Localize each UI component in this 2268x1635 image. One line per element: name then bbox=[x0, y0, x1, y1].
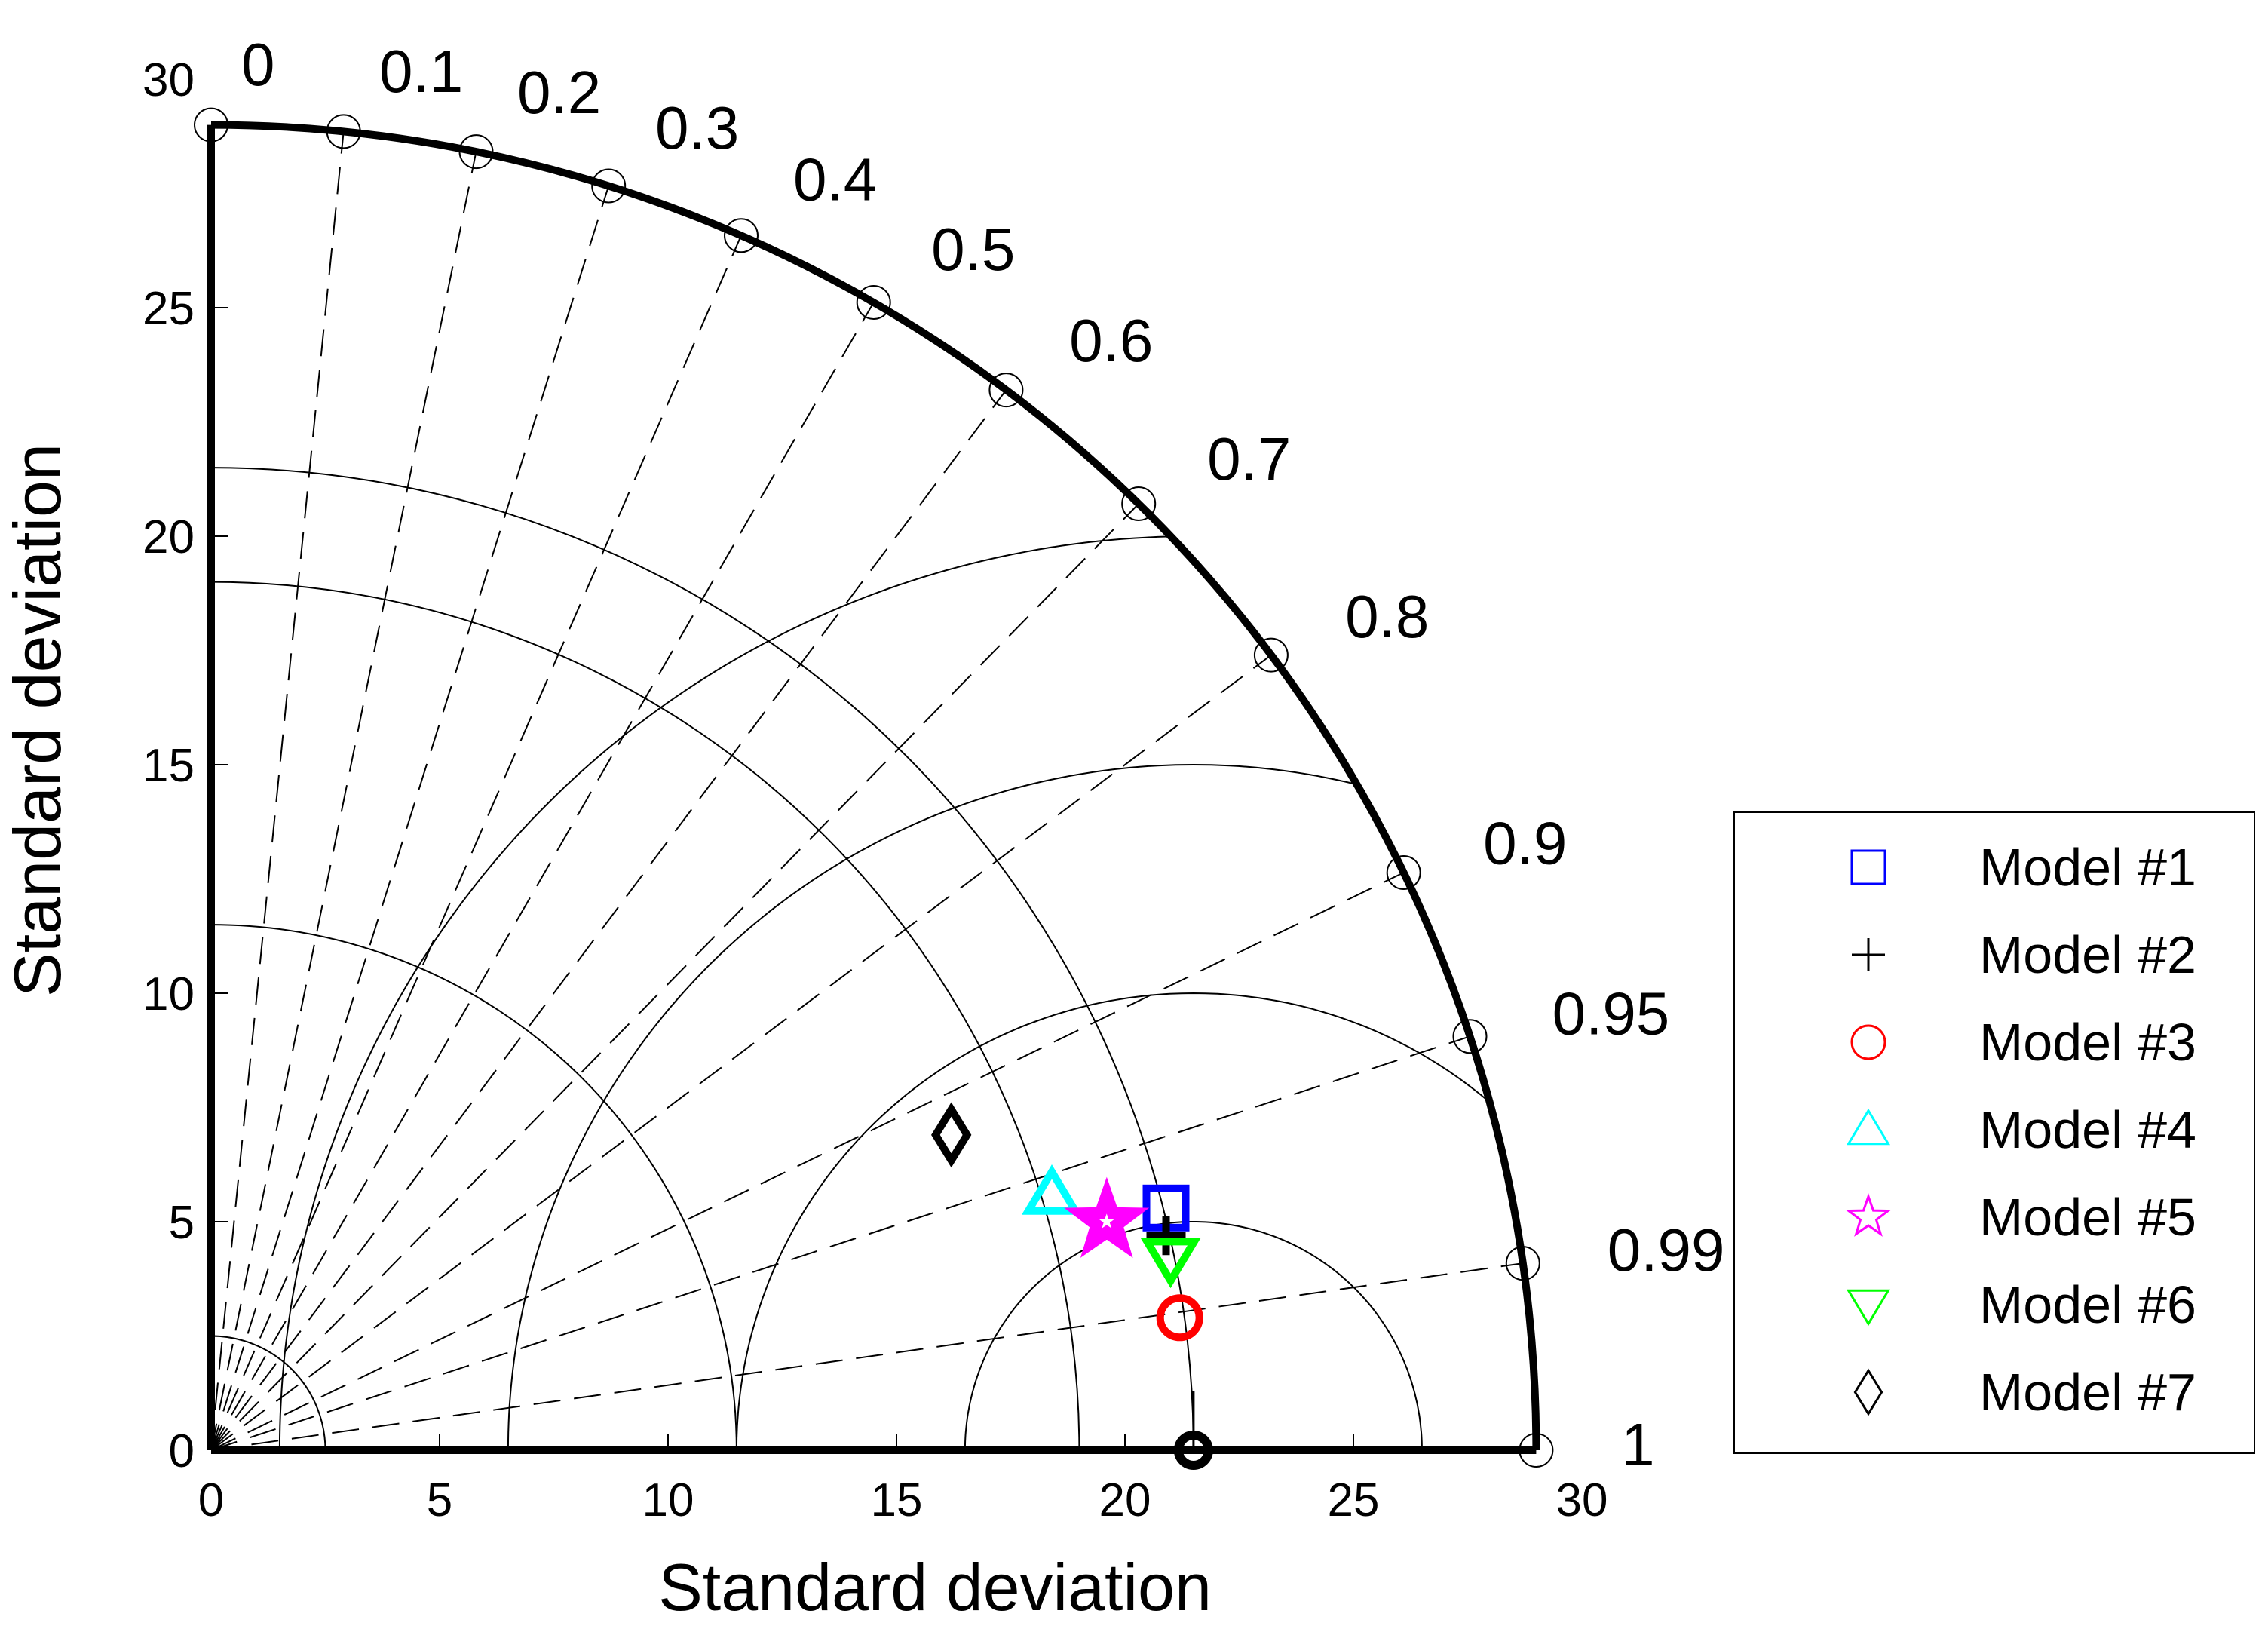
std-arc bbox=[210, 581, 1080, 1451]
correlation-ray bbox=[210, 1262, 1523, 1451]
correlation-ray bbox=[210, 131, 345, 1451]
correlation-tick-circle bbox=[1253, 637, 1289, 673]
legend-swatch bbox=[1850, 1024, 1886, 1060]
y-tick-label: 15 bbox=[143, 740, 195, 792]
marker-model-2 bbox=[1146, 1216, 1186, 1256]
correlation-label: 0.7 bbox=[1207, 425, 1291, 492]
legend-swatch bbox=[1852, 938, 1885, 971]
correlation-label: 0.95 bbox=[1552, 980, 1670, 1048]
legend-label: Model #2 bbox=[1979, 925, 2196, 984]
marker-model-4 bbox=[1021, 1164, 1083, 1215]
legend-label: Model #4 bbox=[1979, 1100, 2196, 1159]
rms-contour bbox=[278, 535, 1170, 1451]
y-tick-label: 20 bbox=[143, 511, 195, 563]
legend-swatch bbox=[1850, 849, 1886, 885]
rms-contour bbox=[964, 1221, 1423, 1450]
plot-frame bbox=[207, 121, 1540, 1470]
x-tick-label: 30 bbox=[1556, 1474, 1608, 1526]
x-tick-label: 20 bbox=[1099, 1474, 1151, 1526]
correlation-ray bbox=[210, 1035, 1470, 1451]
correlation-ray bbox=[210, 654, 1272, 1451]
axis-ticks: 0 5 10 15 20 25 30 0 5 10 15 20 25 30 bbox=[143, 54, 1608, 1526]
correlation-tick-circle bbox=[1519, 1433, 1554, 1468]
grid-lines bbox=[210, 131, 1523, 1451]
correlation-tick-circle bbox=[458, 134, 494, 170]
correlation-label: 0.1 bbox=[379, 38, 463, 105]
correlation-ray bbox=[210, 503, 1139, 1451]
correlation-ray bbox=[210, 302, 875, 1451]
model-markers bbox=[931, 1102, 1203, 1342]
x-axis-title: Standard deviation bbox=[658, 1550, 1212, 1624]
std-arc bbox=[210, 467, 1194, 1451]
correlation-tick-circle bbox=[1386, 855, 1421, 890]
legend-label: Model #3 bbox=[1979, 1013, 2196, 1072]
legend: Model #1 Model #2 Model #3 Model #4 Model #5… bbox=[1733, 811, 2255, 1454]
legend-label: Model #7 bbox=[1979, 1363, 2196, 1422]
correlation-ray bbox=[210, 186, 610, 1451]
x-tick-label: 5 bbox=[427, 1474, 452, 1526]
y-tick-label: 5 bbox=[169, 1197, 195, 1249]
correlation-label: 0.3 bbox=[655, 94, 739, 161]
correlation-label: 0.8 bbox=[1345, 583, 1429, 650]
correlation-tick-circle bbox=[988, 373, 1024, 408]
correlation-ray bbox=[210, 151, 477, 1451]
y-tick-label: 0 bbox=[169, 1425, 195, 1477]
x-tick-label: 10 bbox=[642, 1474, 694, 1526]
correlation-ray bbox=[210, 389, 1007, 1451]
correlation-labels: 0 0.1 0.2 0.3 0.4 0.5 0.6 0.7 0.8 0.9 0.95 0.99 1 bbox=[194, 31, 1725, 1478]
correlation-tick-circle bbox=[724, 218, 759, 253]
x-tick-label: 0 bbox=[198, 1474, 224, 1526]
legend-label: Model #1 bbox=[1979, 838, 2196, 897]
legend-swatch bbox=[1845, 1192, 1892, 1237]
correlation-label: 0 bbox=[241, 31, 275, 98]
correlation-label: 0.5 bbox=[931, 216, 1015, 283]
legend-box bbox=[1733, 811, 2255, 1454]
correlation-label: 0.2 bbox=[517, 59, 601, 126]
correlation-label: 0.6 bbox=[1069, 307, 1153, 374]
correlation-label: 1 bbox=[1621, 1411, 1655, 1478]
correlation-tick-circle bbox=[856, 285, 891, 320]
correlation-ray bbox=[210, 872, 1405, 1451]
std-arc bbox=[210, 924, 737, 1451]
legend-label: Model #5 bbox=[1979, 1188, 2196, 1247]
legend-swatch bbox=[1853, 1368, 1883, 1416]
legend-swatch bbox=[1846, 1289, 1891, 1327]
rms-contour bbox=[507, 763, 1354, 1451]
y-axis-title: Standard deviation bbox=[0, 443, 75, 997]
correlation-tick-circle bbox=[326, 114, 361, 149]
legend-label: Model #6 bbox=[1979, 1275, 2196, 1334]
y-tick-label: 10 bbox=[143, 968, 195, 1020]
y-tick-label: 30 bbox=[143, 54, 195, 106]
marker-model-6 bbox=[1140, 1238, 1201, 1289]
std-arc bbox=[210, 1335, 326, 1451]
marker-model-3 bbox=[1156, 1294, 1203, 1342]
y-tick-label: 25 bbox=[143, 283, 195, 335]
reference-point bbox=[1173, 1431, 1213, 1470]
correlation-label: 0.4 bbox=[793, 146, 877, 213]
outer-std-arc bbox=[210, 121, 1540, 1451]
rms-contour bbox=[735, 992, 1487, 1451]
marker-model-7 bbox=[931, 1102, 972, 1168]
correlation-tick-circle bbox=[1452, 1019, 1488, 1054]
correlation-tick-circle bbox=[591, 168, 627, 204]
correlation-tick-circle bbox=[194, 107, 228, 143]
correlation-label: 0.9 bbox=[1483, 809, 1567, 876]
correlation-label: 0.99 bbox=[1608, 1216, 1725, 1284]
x-tick-label: 15 bbox=[871, 1474, 923, 1526]
correlation-ray bbox=[210, 235, 742, 1451]
correlation-tick-circle bbox=[1505, 1246, 1540, 1281]
correlation-tick-circle bbox=[1121, 486, 1157, 521]
legend-swatch bbox=[1846, 1108, 1891, 1146]
x-tick-label: 25 bbox=[1328, 1474, 1380, 1526]
marker-model-5 bbox=[1064, 1176, 1150, 1259]
